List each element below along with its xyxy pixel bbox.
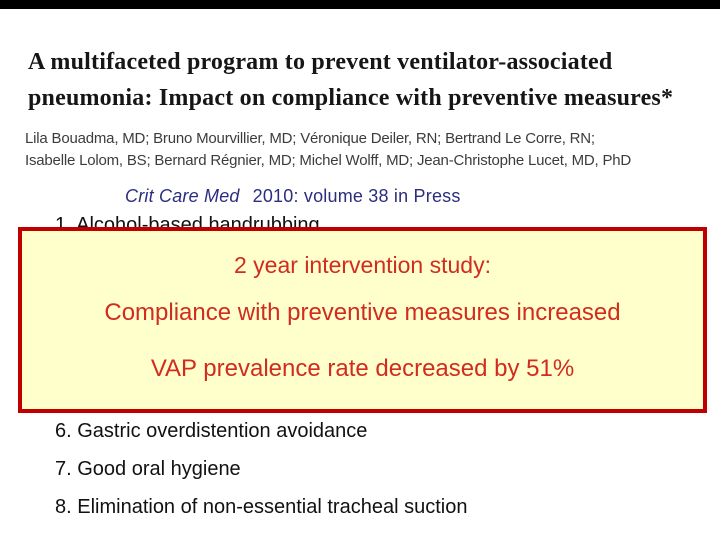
journal-citation: Crit Care Med 2010: volume 38 in Press	[125, 186, 461, 207]
paper-title-line-1: A multifaceted program to prevent ventil…	[28, 49, 613, 75]
journal-citation-detail: 2010: volume 38 in Press	[252, 186, 461, 206]
list-item-6: 6. Gastric overdistention avoidance	[55, 420, 368, 442]
highlight-study-type: 2 year intervention study:	[234, 252, 491, 278]
authors-line-2: Isabelle Lolom, BS; Bernard Régnier, MD;…	[25, 152, 632, 169]
paper-title-line-2: pneumonia: Impact on compliance with pre…	[28, 85, 674, 111]
authors-line-1: Lila Bouadma, MD; Bruno Mourvillier, MD;…	[25, 130, 595, 147]
list-item-7: 7. Good oral hygiene	[55, 458, 241, 480]
paper-title: A multifaceted program to prevent ventil…	[28, 44, 688, 116]
preventive-measure-list: 6. Gastric overdistention avoidance 7. G…	[55, 412, 467, 526]
journal-name: Crit Care Med	[125, 186, 240, 206]
highlight-vap-result: VAP prevalence rate decreased by 51%	[150, 355, 575, 382]
paper-authors: Lila Bouadma, MD; Bruno Mourvillier, MD;…	[25, 128, 695, 172]
slide-top-bar	[0, 0, 720, 9]
list-item-8: 8. Elimination of non-essential tracheal…	[55, 496, 468, 518]
result-highlight-box: 2 year intervention study: Compliance wi…	[18, 227, 707, 413]
highlight-compliance-result: Compliance with preventive measures incr…	[104, 299, 621, 326]
